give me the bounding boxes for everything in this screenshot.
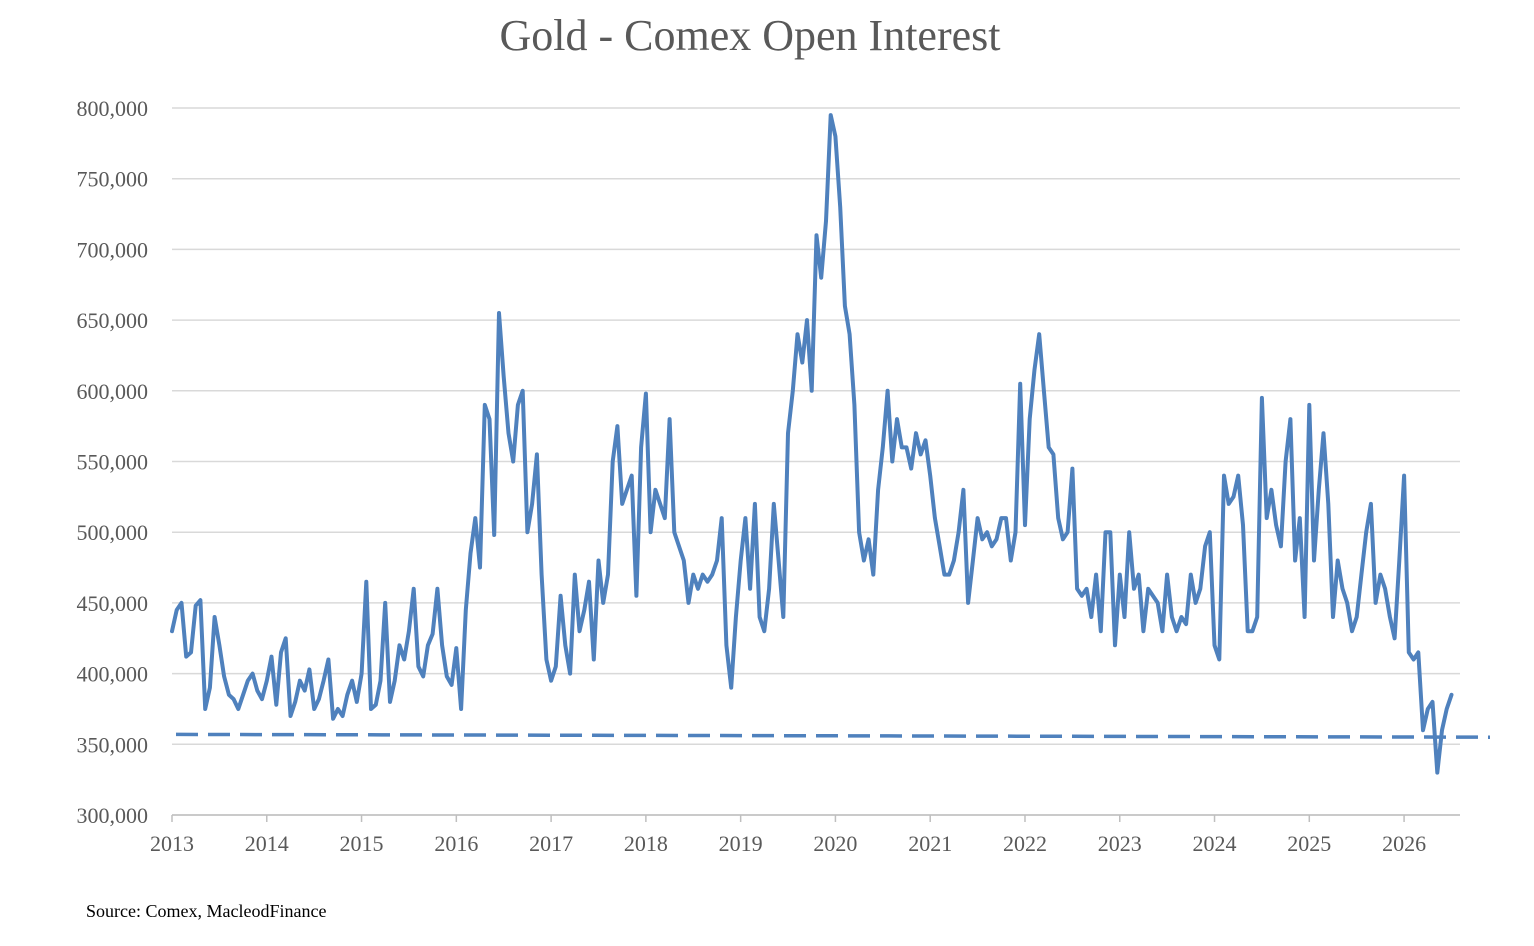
gridlines [172, 107, 1460, 816]
x-tick-label: 2024 [1193, 831, 1237, 856]
x-tick-label: 2023 [1098, 831, 1142, 856]
x-tick-label: 2026 [1382, 831, 1426, 856]
y-axis: 300,000 350,000 400,000 450,000 500,000 550,0… [77, 96, 149, 828]
x-axis: 2013 2014 2015 2016 2017 2018 2019 2020 2021 2022… [150, 814, 1460, 856]
x-tick-label: 2022 [1003, 831, 1047, 856]
x-tick-label: 2016 [434, 831, 478, 856]
y-tick-label: 650,000 [77, 308, 149, 333]
y-tick-label: 800,000 [77, 96, 149, 121]
y-tick-label: 500,000 [77, 520, 149, 545]
chart-title: Gold - Comex Open Interest [499, 11, 1001, 60]
y-tick-label: 450,000 [77, 591, 149, 616]
x-tick-label: 2021 [908, 831, 952, 856]
series-layer [170, 113, 1491, 775]
y-tick-label: 700,000 [77, 237, 149, 262]
x-tick-label: 2025 [1287, 831, 1331, 856]
y-tick-label: 350,000 [77, 732, 149, 757]
x-tick-label: 2017 [529, 831, 573, 856]
y-tick-label: 300,000 [77, 803, 149, 828]
x-tick-label: 2020 [813, 831, 857, 856]
open-interest-line [170, 113, 1454, 775]
y-tick-label: 750,000 [77, 167, 149, 192]
y-tick-label: 400,000 [77, 662, 149, 687]
y-tick-label: 600,000 [77, 379, 149, 404]
x-tick-label: 2015 [340, 831, 384, 856]
y-tick-label: 550,000 [77, 450, 149, 475]
x-tick-label: 2018 [624, 831, 668, 856]
source-note: Source: Comex, MacleodFinance [86, 901, 327, 921]
x-tick-label: 2013 [150, 831, 194, 856]
x-tick-label: 2014 [245, 831, 289, 856]
x-tick-label: 2019 [719, 831, 763, 856]
support-dashed-line [175, 732, 1491, 739]
